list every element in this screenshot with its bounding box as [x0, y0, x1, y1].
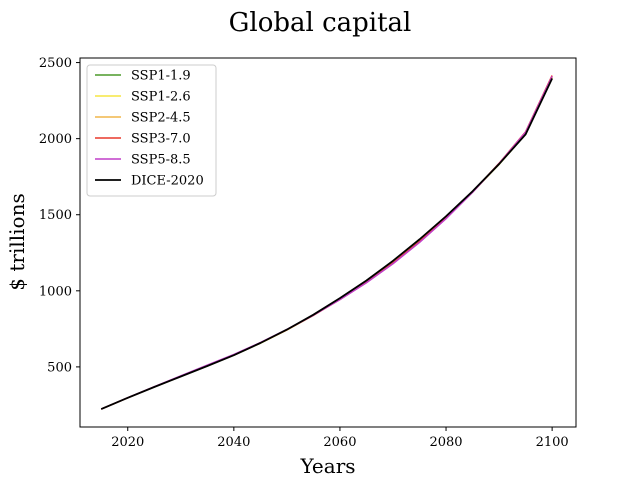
x-axis: 2020 2040 2060 2080 2100: [111, 427, 569, 450]
y-tick-label: 1000: [39, 284, 72, 299]
x-tick-label: 2080: [429, 435, 462, 450]
plot-frame: [79, 57, 577, 428]
y-tick-label: 2500: [39, 56, 72, 71]
series-line-dice-2020: [100, 78, 553, 410]
y-axis-label: $ trillions: [5, 193, 29, 290]
x-tick-label: 2020: [111, 435, 144, 450]
x-tick-label: 2040: [217, 435, 250, 450]
chart-title: Global capital: [229, 8, 412, 38]
x-axis-label: Years: [299, 454, 355, 478]
y-axis: 500 1000 1500 2000 2500: [39, 56, 80, 375]
series-layer: [100, 75, 553, 410]
legend-label: SSP1-1.9: [131, 69, 191, 84]
y-tick-label: 1500: [39, 208, 72, 223]
legend: SSP1-1.9 SSP1-2.6 SSP2-4.5 SSP3-7.0 SSP5-8.5…: [86, 64, 217, 197]
x-tick-label: 2100: [536, 435, 569, 450]
legend-label: SSP2-4.5: [131, 111, 191, 126]
y-tick-label: 500: [47, 360, 72, 375]
legend-box: [86, 64, 217, 197]
legend-label: SSP3-7.0: [131, 132, 191, 147]
legend-label: DICE-2020: [131, 174, 204, 189]
legend-label: SSP5-8.5: [131, 153, 191, 168]
x-tick-label: 2060: [323, 435, 356, 450]
legend-label: SSP1-2.6: [131, 90, 191, 105]
y-tick-label: 2000: [39, 132, 72, 147]
